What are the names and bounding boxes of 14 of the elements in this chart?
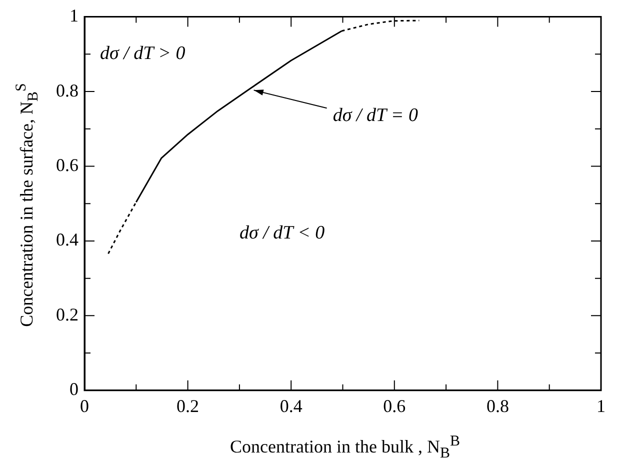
annotation: dσ / dT < 0 xyxy=(239,222,326,244)
annotation: dσ / dT = 0 xyxy=(332,105,419,126)
x-tick-label: 0.6 xyxy=(383,396,406,416)
annotation: dσ / dT > 0 xyxy=(100,43,186,64)
y-tick-label: 0.2 xyxy=(56,304,78,324)
x-tick-label: 0.2 xyxy=(176,396,200,416)
y-tick-label: 0.4 xyxy=(56,230,78,250)
y-tick-label: 0.6 xyxy=(56,154,78,175)
x-tick-label: 0.8 xyxy=(486,396,509,416)
y-tick-label: 0 xyxy=(70,379,78,400)
y-tick-label: 0.8 xyxy=(56,80,78,100)
x-tick-label: 0.4 xyxy=(280,396,302,416)
y-tick-label: 1 xyxy=(70,6,78,26)
x-tick-label: 1 xyxy=(596,396,606,416)
